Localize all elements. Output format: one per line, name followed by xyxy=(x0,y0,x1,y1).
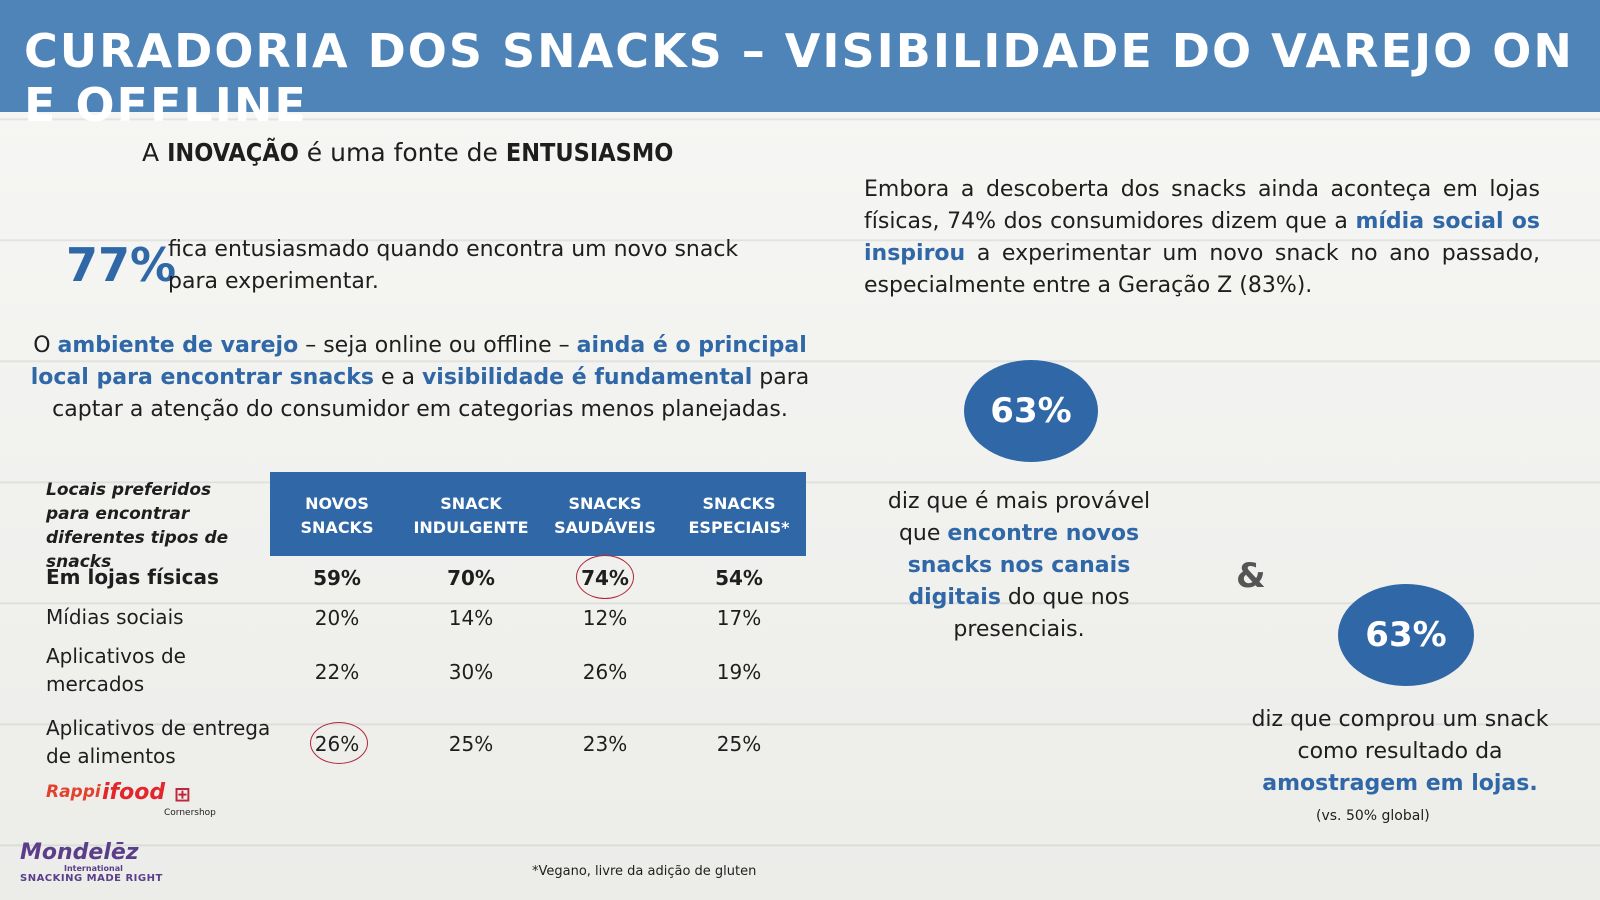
row-label: Aplicativos de entrega de alimentos xyxy=(46,716,271,768)
table-cell: 54% xyxy=(715,566,763,590)
stat-digital-text: diz que é mais provável que encontre nov… xyxy=(864,486,1174,646)
right-para-text-1: Embora a descoberta dos snacks ainda aco… xyxy=(864,177,1540,234)
mondelez-name: Mondelēz xyxy=(20,840,139,865)
table-cell: 22% xyxy=(314,660,360,684)
stat-a-text-1: diz que é mais provável que xyxy=(887,489,1151,546)
table-cell: 17% xyxy=(716,606,762,630)
highlight-circle xyxy=(576,555,634,599)
left-para-text-1: O xyxy=(33,333,58,358)
stat-sampling-text: diz que comprou um snack como resultado … xyxy=(1240,704,1560,800)
table-cell: 25% xyxy=(448,732,494,756)
right-para-text-2: a experimentar um novo snack no ano pass… xyxy=(864,241,1540,298)
column-header: SNACK INDULGENTE xyxy=(413,494,529,537)
row-label: Mídias sociais xyxy=(46,605,184,629)
footnote: *Vegano, livre da adição de gluten xyxy=(532,864,757,879)
headline: A INOVAÇÃO é uma fonte de ENTUSIASMO xyxy=(142,138,673,167)
column-header: NOVOS SNACKS xyxy=(300,494,374,537)
stat-b-text: diz que comprou um snack como resultado … xyxy=(1251,707,1549,764)
table-cell: 30% xyxy=(448,660,494,684)
table-cell: 12% xyxy=(582,606,628,630)
table-cell: 70% xyxy=(447,566,495,590)
table-cell: 19% xyxy=(716,660,762,684)
left-para-text-2: – seja online ou offline – xyxy=(298,333,577,358)
left-para-text-4: para captar a atenção do consumidor em c… xyxy=(52,365,810,422)
mondelez-logo: Mondelēz International SNACKING MADE RIG… xyxy=(20,840,163,885)
left-para-highlight-1: ambiente de varejo xyxy=(57,333,299,358)
stat-a-highlight: encontre novos snacks nos canais digitai… xyxy=(907,521,1140,610)
stat-63-digital-badge: 63% xyxy=(964,360,1098,462)
ifood-logo: ifood xyxy=(102,780,166,805)
delivery-app-logos: Rappi ifood ⊞ Cornershop xyxy=(46,780,226,824)
page-title: CURADORIA DOS SNACKS – VISIBILIDADE DO V… xyxy=(24,24,1574,132)
table-cell: 23% xyxy=(582,732,628,756)
global-comparison-note: (vs. 50% global) xyxy=(1316,808,1430,824)
table-caption: Locais preferidos para encontrar diferen… xyxy=(46,480,229,572)
headline-bold-1: INOVAÇÃO xyxy=(167,138,299,167)
title-banner: CURADORIA DOS SNACKS – VISIBILIDADE DO V… xyxy=(0,0,1600,132)
right-para-highlight: mídia social os inspirou xyxy=(864,209,1540,266)
row-label: Em lojas físicas xyxy=(46,565,219,589)
row-label: Aplicativos de mercados xyxy=(46,644,186,696)
table-header: NOVOS SNACKS SNACK INDULGENTE SNACKS SAU… xyxy=(270,472,806,556)
cornershop-logo: Cornershop xyxy=(164,808,216,818)
headline-pre: A xyxy=(142,138,168,167)
stat-77-text: fica entusiasmado quando encontra um nov… xyxy=(168,237,739,294)
stat-a-text-2: do que nos presenciais. xyxy=(953,585,1130,642)
table-cell: 20% xyxy=(314,606,360,630)
cornershop-basket-icon: ⊞ xyxy=(174,782,191,806)
headline-mid: é uma fonte de xyxy=(298,138,506,167)
mondelez-tagline: SNACKING MADE RIGHT xyxy=(20,873,163,884)
ampersand: & xyxy=(1236,556,1266,596)
rappi-logo: Rappi xyxy=(46,782,101,802)
left-para-highlight-2: ainda é o principal local para encontrar… xyxy=(30,333,807,390)
stat-b-highlight: amostragem em lojas. xyxy=(1262,771,1538,796)
social-media-paragraph: Embora a descoberta dos snacks ainda aco… xyxy=(864,174,1540,302)
stat-77-value: 77% xyxy=(66,238,177,292)
left-para-text-3: e a xyxy=(373,365,422,390)
column-header: SNACKS SAUDÁVEIS xyxy=(554,494,656,537)
left-para-highlight-3: visibilidade é fundamental xyxy=(421,365,753,390)
mondelez-sub: International xyxy=(64,864,123,873)
highlight-circle xyxy=(310,722,368,764)
stat-63-sampling-badge: 63% xyxy=(1338,584,1474,686)
table-cell: 14% xyxy=(448,606,494,630)
headline-bold-2: ENTUSIASMO xyxy=(505,138,674,167)
table-cell: 26% xyxy=(582,660,628,684)
table-cell: 59% xyxy=(313,566,361,590)
table-cell: 25% xyxy=(716,732,762,756)
column-header: SNACKS ESPECIAIS* xyxy=(688,494,790,537)
retail-paragraph: O ambiente de varejo – seja online ou of… xyxy=(20,330,820,426)
